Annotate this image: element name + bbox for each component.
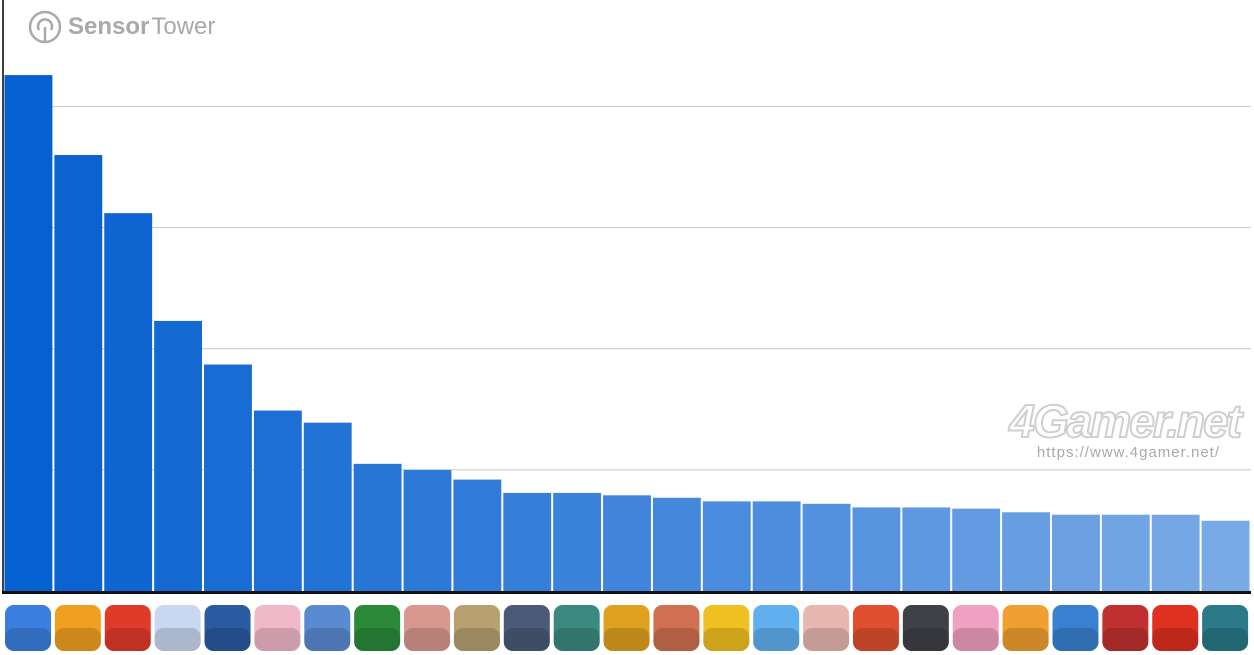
- app-icon-shade: [753, 628, 800, 651]
- bar: [303, 422, 352, 591]
- bar: [54, 155, 103, 591]
- app-icon: [453, 605, 500, 651]
- app-icon: [254, 605, 301, 651]
- app-icon: [104, 605, 151, 651]
- bar: [253, 410, 302, 591]
- app-icon-shade: [304, 628, 351, 651]
- app-icon: [1202, 605, 1249, 651]
- app-icon: [1002, 605, 1049, 651]
- bar: [403, 469, 452, 591]
- app-icon-shade: [503, 628, 550, 651]
- app-icon: [404, 605, 451, 651]
- bar: [553, 492, 602, 591]
- app-icon-shade: [453, 628, 500, 651]
- app-icon: [852, 605, 899, 651]
- app-icon-shade: [852, 628, 899, 651]
- app-icon-shade: [1002, 628, 1049, 651]
- app-icon: [304, 605, 351, 651]
- bar: [603, 495, 651, 591]
- app-icon: [553, 605, 600, 651]
- bar: [752, 501, 801, 591]
- bar: [852, 507, 901, 591]
- app-icon: [952, 605, 999, 651]
- app-icon: [154, 605, 201, 651]
- app-icon-shade: [653, 628, 700, 651]
- app-icon-shade: [1152, 628, 1199, 651]
- app-icon: [653, 605, 700, 651]
- bar: [1051, 514, 1100, 591]
- app-icon-shade: [104, 628, 151, 651]
- watermark-url: https://www.4gamer.net/: [1036, 444, 1220, 461]
- bar: [902, 507, 951, 591]
- app-icon-shade: [703, 628, 750, 651]
- app-icon: [1152, 605, 1199, 651]
- app-icon: [703, 605, 750, 651]
- bar: [1002, 512, 1050, 591]
- app-icon-shade: [254, 628, 301, 651]
- app-icon-shade: [1052, 628, 1099, 651]
- bar: [353, 463, 402, 591]
- app-icon-shade: [5, 628, 51, 651]
- bar: [952, 508, 1001, 591]
- app-icon-shade: [1202, 628, 1249, 651]
- app-icon: [354, 605, 401, 651]
- app-icon: [204, 605, 251, 651]
- bar: [453, 479, 502, 591]
- app-icon-shade: [54, 628, 101, 651]
- bar: [1101, 514, 1150, 591]
- app-icon-shade: [803, 628, 850, 651]
- app-icon: [503, 605, 550, 651]
- logo-text-bold: Sensor: [68, 13, 150, 40]
- app-icon-shade: [902, 628, 949, 651]
- app-icon: [902, 605, 949, 651]
- bar: [802, 503, 851, 591]
- bar: [204, 364, 252, 591]
- bar: [104, 213, 153, 592]
- logo-text-light: Tower: [151, 13, 216, 40]
- app-icon-shade: [952, 628, 999, 651]
- app-icon: [803, 605, 850, 651]
- bar: [503, 492, 552, 591]
- sensor-tower-logo: Sensor Tower: [28, 10, 215, 44]
- bar: [652, 497, 701, 591]
- watermark: 4Gamer.net https://www.4gamer.net/: [1008, 394, 1243, 461]
- sensor-tower-icon: [28, 10, 62, 44]
- app-icon-shade: [354, 628, 401, 651]
- bar: [154, 320, 203, 591]
- bar: [702, 501, 751, 591]
- app-icon: [753, 605, 800, 651]
- app-icon-shade: [404, 628, 451, 651]
- app-icon-shade: [204, 628, 251, 651]
- app-icon-shade: [603, 628, 650, 651]
- app-icon: [5, 605, 51, 651]
- app-icon: [1102, 605, 1149, 651]
- app-icon-shade: [154, 628, 201, 651]
- watermark-text: 4Gamer.net: [1008, 394, 1243, 448]
- app-icon: [1052, 605, 1099, 651]
- app-icon: [603, 605, 650, 651]
- app-icon-shade: [1102, 628, 1149, 651]
- bar: [4, 75, 53, 592]
- app-icon: [54, 605, 101, 651]
- app-icon-shade: [553, 628, 600, 651]
- bar: [1151, 514, 1200, 591]
- bar: [1201, 520, 1250, 591]
